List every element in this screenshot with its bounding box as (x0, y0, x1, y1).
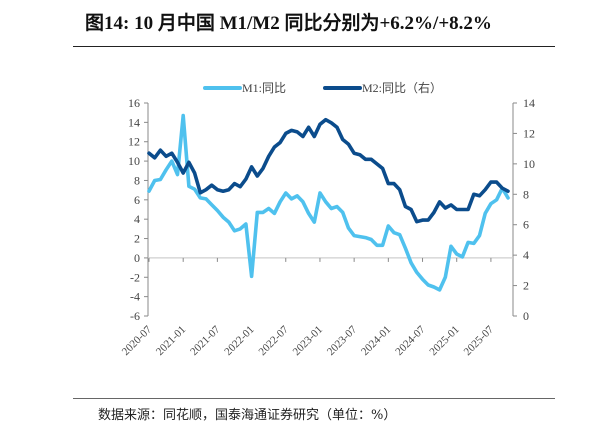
right-tick-label: 14 (523, 96, 535, 110)
series-lines (147, 113, 510, 292)
left-tick-label: -4 (130, 290, 140, 304)
left-tick-label: -2 (130, 270, 140, 284)
x-tick-label: 2020-07 (120, 323, 155, 358)
right-tick-label: 4 (523, 248, 529, 262)
x-tick-label: 2023-07 (325, 323, 360, 358)
m1-series-line (147, 113, 510, 292)
m2-series-line (147, 117, 510, 224)
legend-label-m2: M2:同比（右） (362, 80, 442, 95)
left-tick-label: 6 (134, 193, 140, 207)
x-tick-label: 2024-01 (359, 324, 393, 358)
left-tick-label: -6 (130, 309, 140, 323)
left-tick-label: 0 (134, 251, 140, 265)
left-tick-label: 8 (134, 173, 140, 187)
legend: M1:同比 M2:同比（右） (203, 80, 442, 95)
right-tick-label: 12 (523, 126, 535, 140)
footer-divider (73, 398, 555, 399)
figure-title: 图14: 10 月中国 M1/M2 同比分别为+6.2%/+8.2% (85, 13, 492, 34)
right-tick-label: 2 (523, 279, 529, 293)
right-tick-label: 8 (523, 187, 529, 201)
x-tick-label: 2022-07 (256, 323, 291, 358)
left-tick-label: 12 (128, 135, 140, 149)
left-tick-label: 2 (134, 232, 140, 246)
left-tick-label: 16 (128, 96, 140, 110)
source-note: 数据来源：同花顺，国泰海通证券研究（单位：%） (98, 408, 397, 423)
left-tick-label: 4 (134, 212, 140, 226)
title-underline (73, 46, 555, 47)
left-tick-label: 14 (128, 115, 140, 129)
x-tick-label: 2022-01 (222, 324, 256, 358)
right-tick-label: 0 (523, 309, 529, 323)
legend-label-m1: M1:同比 (242, 81, 286, 95)
x-tick-label: 2021-07 (188, 323, 223, 358)
x-tick-label: 2025-07 (462, 323, 497, 358)
x-tick-label: 2023-01 (291, 324, 325, 358)
x-tick-label: 2021-01 (154, 324, 188, 358)
right-tick-label: 6 (523, 218, 529, 232)
x-tick-label: 2024-07 (393, 323, 428, 358)
right-tick-label: 10 (523, 157, 535, 171)
x-tick-label: 2025-01 (427, 324, 461, 358)
left-tick-label: 10 (128, 154, 140, 168)
